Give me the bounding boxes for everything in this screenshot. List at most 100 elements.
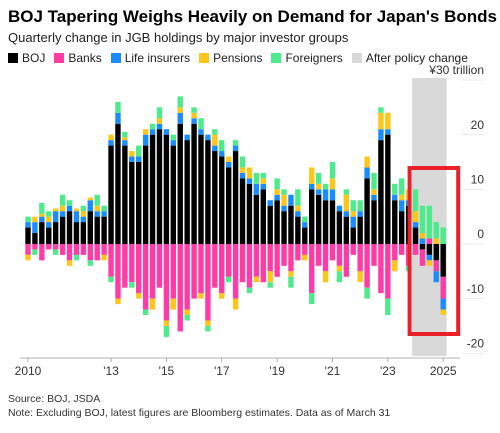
bar-segment [392,243,398,261]
bar-segment [101,205,107,212]
bar-segment [52,222,59,244]
bar-segment [288,276,294,288]
legend-swatch [8,53,18,63]
bar-segment [80,222,87,244]
bar-segment [87,211,93,244]
bar-segment [39,213,45,217]
legend-label: After policy change [365,51,468,65]
bar-segment [253,194,260,244]
legend-item: After policy change [351,51,468,65]
bar-segment [398,243,405,255]
bar-segment [163,320,170,326]
bar-segment [191,118,197,124]
bar-segment [129,243,135,283]
bar-segment [371,194,377,201]
bar-segment [59,205,66,212]
bar-segment [267,243,273,272]
bar-segment [315,194,322,244]
bar-segment [433,271,439,283]
bar-segment [122,137,128,141]
bar-segment [52,208,59,212]
bar-segment [115,243,121,299]
x-tick-label: 2010 [15,364,42,378]
bar-segment [101,254,107,261]
bar-segment [350,227,356,244]
bar-segment [52,249,59,255]
highlight-box [407,166,461,336]
legend-item: Life insurers [110,51,191,65]
bar-segment [25,227,31,244]
bar-segment [412,243,419,255]
bar-segment [336,211,343,244]
bar-segment [80,243,87,255]
bar-segment [364,167,370,179]
bar-segment [122,140,128,146]
bar-segment [170,145,177,244]
bar-segment [177,123,183,244]
bar-segment [336,271,343,283]
bar-segment [357,200,363,212]
bar-segment [32,243,38,250]
bar-segment [322,243,329,272]
bar-segment [419,243,426,250]
bar-segment [329,178,336,190]
bar-segment [205,325,211,332]
bar-segment [302,227,308,244]
bar-segment [129,282,135,288]
bar-segment [295,216,301,244]
bar-segment [343,194,350,212]
bar-segment [136,145,142,157]
bar-segment [32,233,38,244]
bar-segment [59,216,66,244]
bar-segment [52,243,59,250]
bar-segment [260,172,266,179]
y-tick-label: -20 [467,336,485,350]
bar-segment [364,178,370,244]
bar-segment [219,140,225,152]
bar-segment [302,254,308,261]
bar-segment [46,222,52,228]
bar-segment [288,243,294,272]
bar-segment [371,243,377,266]
bar-segment [108,134,114,141]
bar-segment [274,200,280,244]
bar-segment [87,243,93,261]
legend-item: Foreigners [271,51,343,65]
bar-segment [329,200,336,244]
bar-segment [260,183,266,190]
bar-segment [80,216,87,223]
bar-segment [66,260,73,266]
legend-swatch [110,53,121,63]
bar-segment [246,183,253,244]
bar-segment [392,260,398,272]
bar-segment [170,140,177,146]
bar-segment [225,243,232,277]
y-tick-label: 0 [477,227,484,241]
bar-segment [80,211,87,217]
bar-segment [309,167,315,184]
bar-segment [177,243,183,332]
bar-segment [350,216,356,228]
bar-segment [398,178,405,195]
legend-label: BOJ [22,51,46,65]
bar-segment [142,129,149,135]
legend-label: Life insurers [124,51,191,65]
bar-segment [239,156,246,168]
bar-segment [295,189,301,206]
x-tick-label: 2025 [430,364,457,378]
bar-segment [66,243,73,261]
bar-segment [322,200,329,244]
bar-segment [302,216,308,223]
bar-segment [357,271,363,283]
bar-segment [398,194,405,201]
bar-segment [94,194,100,206]
bar-segment [212,134,218,146]
bar-segment [378,129,384,141]
bar-segment [73,243,80,255]
bar-segment [66,200,73,206]
legend-item: Pensions [199,51,262,65]
bar-segment [336,243,343,266]
bar-segment [94,211,100,217]
bar-segment [142,243,149,310]
